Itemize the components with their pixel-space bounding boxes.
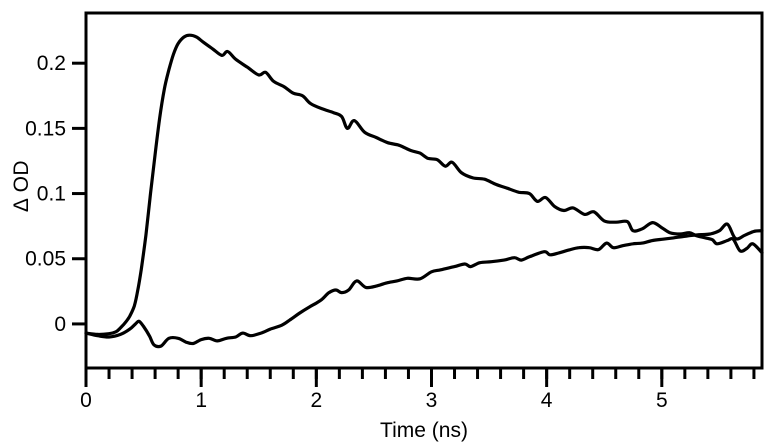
y-tick-label: 0.1 [37, 183, 66, 206]
x-tick-label: 5 [656, 389, 668, 412]
series-fast-rise-then-decay-curve [84, 33, 764, 337]
x-axis-title: Time (ns) [380, 419, 468, 442]
y-tick-label: 0.05 [25, 248, 66, 271]
y-tick-label: 0 [54, 313, 66, 336]
plot-frame [84, 11, 764, 370]
y-tick-label: 0.2 [37, 52, 66, 75]
x-tick-label: 1 [195, 389, 207, 412]
series-slow-rise-curve [84, 222, 764, 349]
x-tick-label: 4 [541, 389, 553, 412]
x-tick-label: 0 [80, 389, 92, 412]
y-axis-title: Δ OD [10, 159, 33, 213]
y-tick-label: 0.15 [25, 117, 66, 140]
x-tick-label: 3 [426, 389, 438, 412]
x-tick-label: 2 [310, 389, 322, 412]
